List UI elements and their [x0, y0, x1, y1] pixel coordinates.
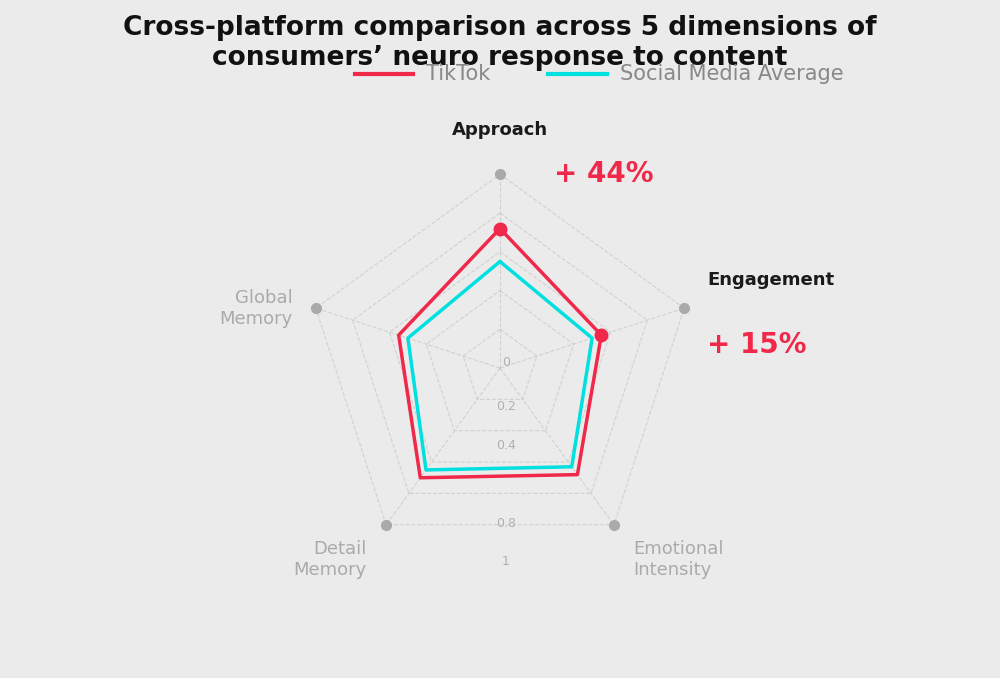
Text: Approach: Approach	[452, 121, 548, 140]
Text: Social Media Average: Social Media Average	[620, 64, 844, 83]
Text: + 15%: + 15%	[707, 332, 807, 359]
Text: 0.8: 0.8	[496, 517, 516, 530]
Text: 1: 1	[502, 555, 510, 568]
Text: 0.2: 0.2	[496, 400, 516, 414]
Text: Engagement: Engagement	[707, 271, 835, 289]
Text: Emotional
Intensity: Emotional Intensity	[633, 540, 724, 579]
Text: Global
Memory: Global Memory	[219, 289, 293, 327]
Text: Detail
Memory: Detail Memory	[294, 540, 367, 579]
Text: TikTok: TikTok	[426, 64, 491, 83]
Text: 0: 0	[502, 356, 510, 369]
Text: 0.4: 0.4	[496, 439, 516, 452]
Text: Cross-platform comparison across 5 dimensions of
consumers’ neuro response to co: Cross-platform comparison across 5 dimen…	[123, 16, 877, 71]
Text: + 44%: + 44%	[554, 160, 654, 188]
